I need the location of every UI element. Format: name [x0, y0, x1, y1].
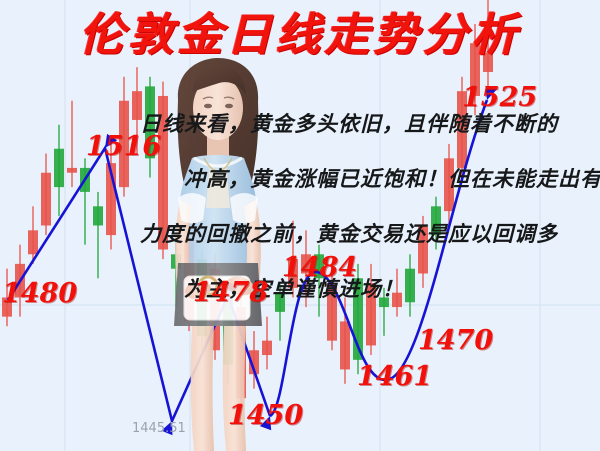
price-annotation-1470: 1470	[418, 325, 494, 356]
candle-body	[275, 292, 285, 312]
candlestick	[392, 268, 402, 317]
candlestick	[405, 254, 415, 317]
candle-body	[41, 172, 51, 226]
price-annotation-1525: 1525	[462, 82, 538, 113]
trendline-arrowhead	[161, 421, 173, 436]
candle-body	[158, 95, 168, 250]
analysis-line-3: 力度的回撤之前，黄金交易还是应以回调多	[140, 221, 558, 246]
candle-body	[145, 86, 155, 159]
candle-body	[28, 230, 38, 255]
candle-body	[67, 167, 77, 173]
candlestick	[93, 191, 103, 279]
candlestick	[379, 287, 389, 336]
trendline-curve	[269, 99, 489, 418]
candlestick	[470, 23, 480, 116]
candle-body	[106, 163, 116, 236]
chart-value-label: 1445.51	[132, 421, 186, 436]
analysis-line-1: 日线来看，黄金多头依旧，且伴随着不断的	[140, 111, 558, 136]
candle-body	[457, 91, 467, 168]
analysis-paragraph: 日线来看，黄金多头依旧，且伴随着不断的 冲高，黄金涨幅已近饱和！但在未能走出有 …	[140, 96, 600, 316]
candlestick	[275, 283, 285, 341]
candle-body	[301, 254, 311, 274]
candle-body	[327, 283, 337, 341]
candle-body	[418, 225, 428, 274]
trendline-arrowhead	[105, 133, 118, 148]
analysis-line-4: 为主，空单谨慎进场！	[184, 276, 404, 301]
price-annotation-1484: 1484	[282, 252, 358, 283]
candlestick	[327, 263, 337, 351]
candlestick	[483, 0, 493, 92]
candle-body	[483, 52, 493, 72]
candle-body	[470, 43, 480, 96]
candle-body	[314, 254, 324, 279]
candlestick	[262, 316, 272, 370]
price-annotation-1478: 1478	[193, 277, 269, 308]
trendline-arrowhead	[259, 416, 272, 431]
price-annotation-1480: 1480	[2, 278, 78, 309]
candlestick	[249, 331, 259, 389]
candle-body	[405, 268, 415, 303]
candle-body	[249, 350, 259, 375]
candle-body	[379, 297, 389, 308]
candle-body	[340, 321, 350, 370]
candlestick	[106, 139, 116, 250]
candlestick	[366, 263, 376, 356]
candlestick	[145, 76, 155, 178]
candlestick	[301, 230, 311, 308]
candlestick	[67, 100, 77, 188]
price-annotation-1450: 1450	[228, 400, 304, 431]
candlestick	[80, 158, 90, 245]
candlestick	[431, 196, 441, 250]
price-annotation-1461: 1461	[357, 361, 433, 392]
candle-body	[431, 206, 441, 236]
candle-body	[366, 283, 376, 346]
candlestick	[132, 67, 142, 154]
candlestick	[54, 124, 64, 216]
candle-body	[444, 158, 454, 212]
candle-body	[353, 278, 363, 360]
candlestick	[41, 153, 51, 236]
candlestick	[119, 76, 129, 197]
candlestick	[457, 76, 467, 183]
candle-body	[262, 340, 272, 356]
candlestick	[2, 268, 12, 327]
candle-body	[119, 100, 129, 188]
trendline-arrowhead	[485, 85, 497, 100]
candle-body	[288, 259, 298, 288]
price-annotation-1516: 1516	[86, 131, 162, 162]
candlestick	[288, 220, 298, 298]
candle-body	[392, 292, 402, 308]
candlestick	[28, 206, 38, 264]
candlestick	[353, 263, 363, 375]
candlestick	[444, 143, 454, 226]
page-title: 伦敦金日线走势分析	[79, 8, 521, 61]
candle-body	[132, 91, 142, 120]
candlestick	[158, 81, 168, 260]
candlestick	[314, 244, 324, 317]
candle-body	[54, 148, 64, 188]
candlestick	[418, 215, 428, 288]
candle-body	[2, 297, 12, 317]
analysis-line-2: 冲高，黄金涨幅已近饱和！但在未能走出有	[184, 166, 600, 191]
candle-body	[93, 206, 103, 226]
